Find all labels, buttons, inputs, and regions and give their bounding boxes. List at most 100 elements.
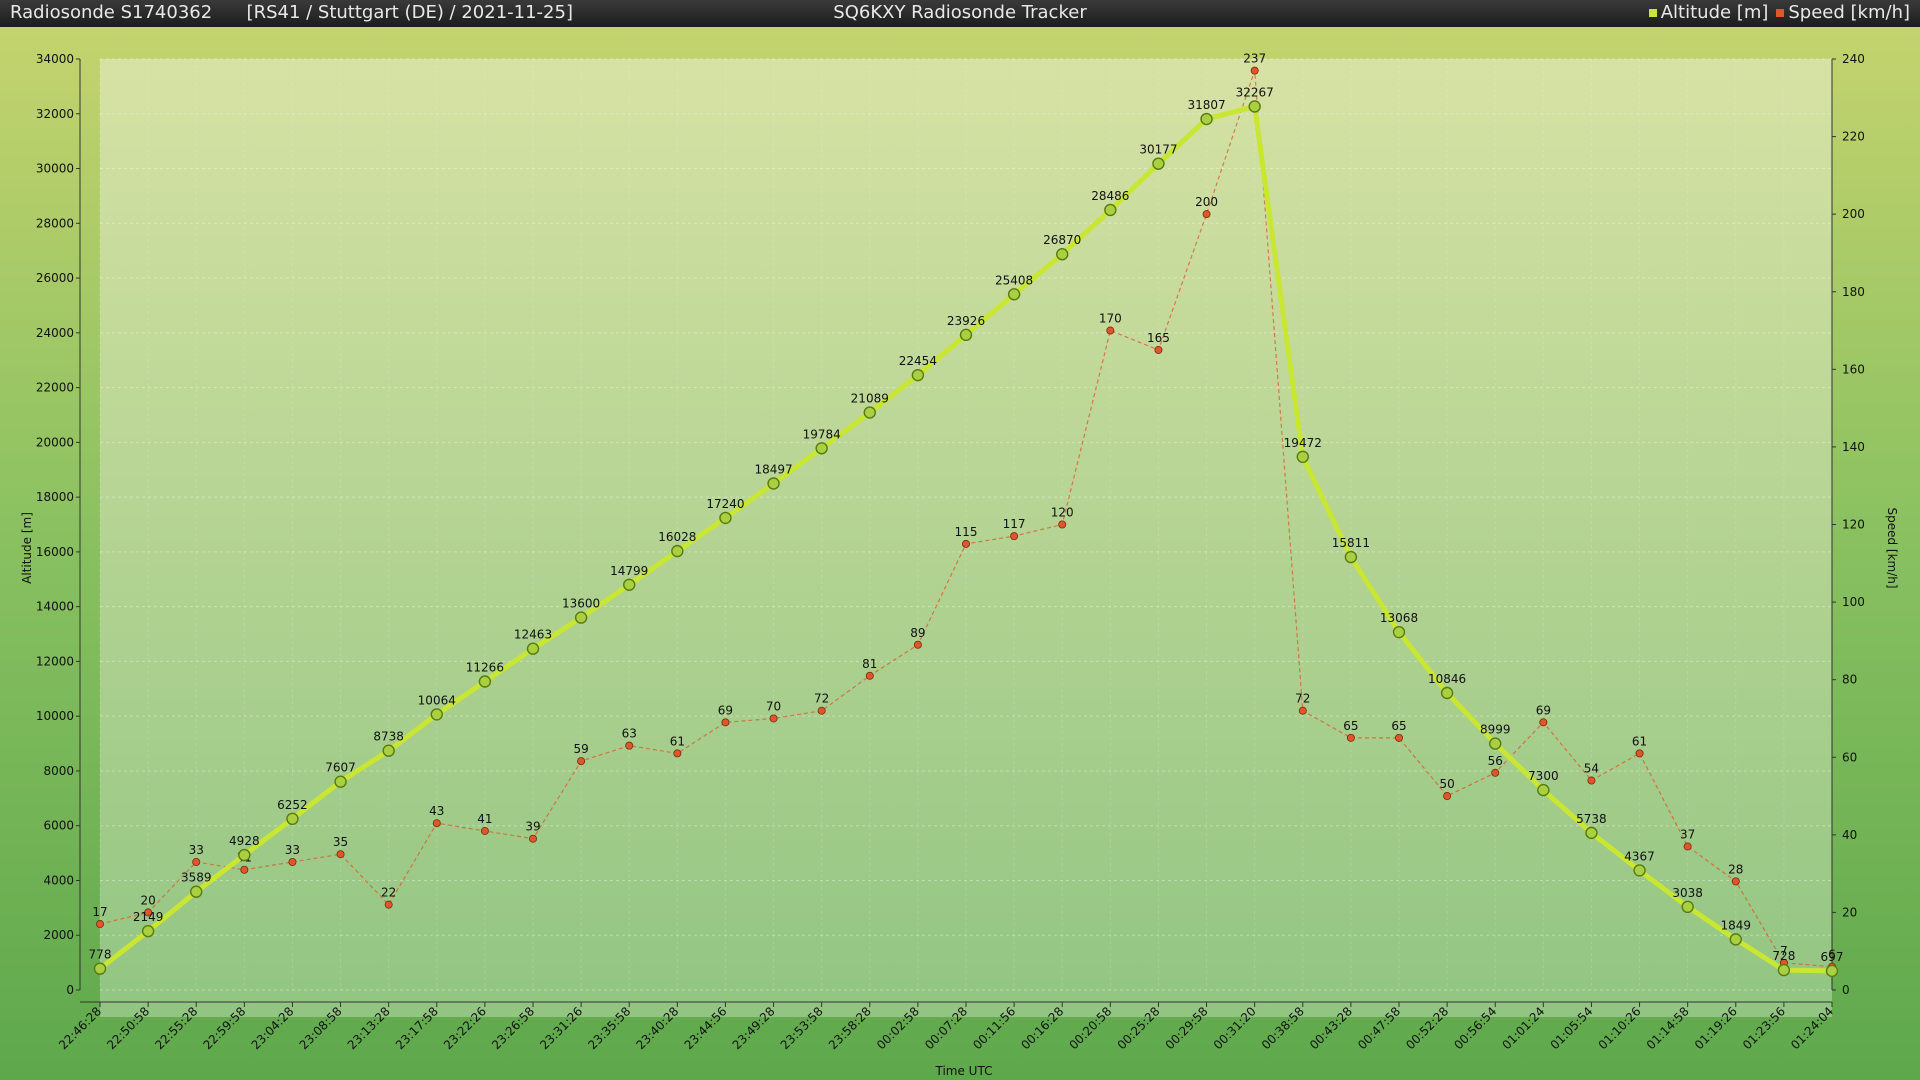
speed-point [1058,520,1067,529]
speed-data-label: 89 [910,626,925,640]
speed-point [1202,210,1211,219]
speed-data-label: 165 [1147,331,1170,345]
speed-data-label: 61 [1632,734,1647,748]
altitude-point [1825,964,1839,978]
title-bar: Radiosonde S1740362 [RS41 / Stuttgart (D… [0,0,1920,27]
speed-point [1491,768,1500,777]
speed-point [480,826,489,835]
altitude-data-label: 10846 [1428,672,1466,686]
speed-point [144,908,153,917]
right-axis-ticks: 0 20 40 60 80 100 120 140 160 180 200 220 240 [1832,52,1865,997]
y-tick-label: 20000 [36,435,74,449]
speed-point [1154,345,1163,354]
y2-tick-label: 120 [1842,518,1865,532]
altitude-data-label: 17240 [706,497,744,511]
altitude-data-label: 778 [89,948,112,962]
altitude-data-label: 7300 [1528,769,1559,783]
legend-label-speed: Speed [km/h] [1788,2,1910,23]
altitude-data-label: 30177 [1139,143,1177,157]
altitude-point [1007,288,1021,301]
altitude-point [623,578,636,591]
speed-point [1635,749,1644,758]
altitude-point [286,812,299,826]
altitude-point [767,477,780,490]
speed-data-label: 35 [333,835,348,849]
speed-point [240,865,249,874]
legend-item-altitude: Altitude [m] [1648,0,1769,26]
y-tick-label: 24000 [36,326,74,340]
y-tick-label: 28000 [36,216,74,230]
y2-tick-label: 240 [1842,52,1865,66]
altitude-swatch [1648,9,1657,17]
speed-point [1443,792,1452,801]
plot-area [100,59,1832,1017]
y-tick-label: 8000 [43,764,74,778]
altitude-data-label: 8738 [373,730,404,744]
altitude-data-label: 11266 [466,661,504,675]
speed-data-label: 63 [622,727,637,741]
speed-point [865,671,874,680]
y2-tick-label: 20 [1842,905,1857,919]
altitude-point [1296,450,1309,464]
altitude-data-label: 13600 [562,597,600,611]
y-tick-label: 14000 [36,600,74,614]
altitude-data-label: 32267 [1236,85,1274,99]
speed-data-label: 43 [429,804,444,818]
altitude-data-label: 4367 [1624,849,1655,863]
speed-data-label: 6 [1828,948,1836,962]
y2-tick-label: 200 [1842,207,1865,221]
speed-point [1539,718,1548,727]
speed-point [432,819,441,828]
speed-point [288,857,297,866]
altitude-point [430,708,443,721]
speed-data-label: 72 [1295,692,1310,706]
altitude-data-label: 728 [1772,949,1795,963]
y-tick-label: 32000 [36,107,74,121]
y-tick-label: 22000 [36,381,74,395]
y2-tick-label: 100 [1842,595,1865,609]
legend-label-altitude: Altitude [m] [1660,2,1769,23]
altitude-point [382,744,395,757]
altitude-data-label: 10064 [418,693,456,707]
speed-point [1395,733,1404,742]
speed-point [1587,776,1596,785]
speed-point [913,640,922,649]
speed-data-label: 115 [955,525,978,539]
altitude-data-label: 16028 [658,530,696,544]
altitude-data-label: 8999 [1480,723,1511,737]
altitude-point [815,442,828,455]
speed-point [1010,532,1019,541]
y-tick-label: 2000 [43,928,74,942]
speed-data-label: 17 [92,905,107,919]
altitude-data-label: 22454 [899,354,937,368]
altitude-data-label: 19784 [803,427,841,441]
altitude-data-label: 26870 [1043,233,1081,247]
speed-data-label: 54 [1584,762,1599,776]
speed-data-label: 65 [1343,719,1358,733]
altitude-data-label: 19472 [1284,436,1322,450]
altitude-point [1200,112,1213,126]
altitude-point [1392,625,1406,639]
altitude-data-label: 1849 [1721,918,1752,932]
speed-point [817,706,826,715]
speed-data-label: 33 [189,843,204,857]
altitude-point [1440,686,1454,700]
altitude-point [1729,933,1742,946]
speed-data-label: 61 [670,734,685,748]
altitude-data-label: 3589 [181,871,212,885]
y-tick-label: 6000 [43,819,74,833]
speed-point [1683,842,1692,851]
altitude-data-label: 3038 [1672,886,1703,900]
altitude-point [93,962,107,975]
speed-data-label: 72 [814,692,829,706]
altitude-point [334,775,347,788]
altitude-point [1633,864,1646,877]
speed-point [192,857,201,866]
speed-point [384,900,393,909]
altitude-data-label: 7607 [325,761,356,775]
altitude-data-label: 28486 [1091,189,1129,203]
speed-data-label: 70 [766,699,781,713]
altitude-point [574,611,588,624]
y2-tick-label: 220 [1842,130,1865,144]
speed-data-label: 7 [1780,944,1788,958]
